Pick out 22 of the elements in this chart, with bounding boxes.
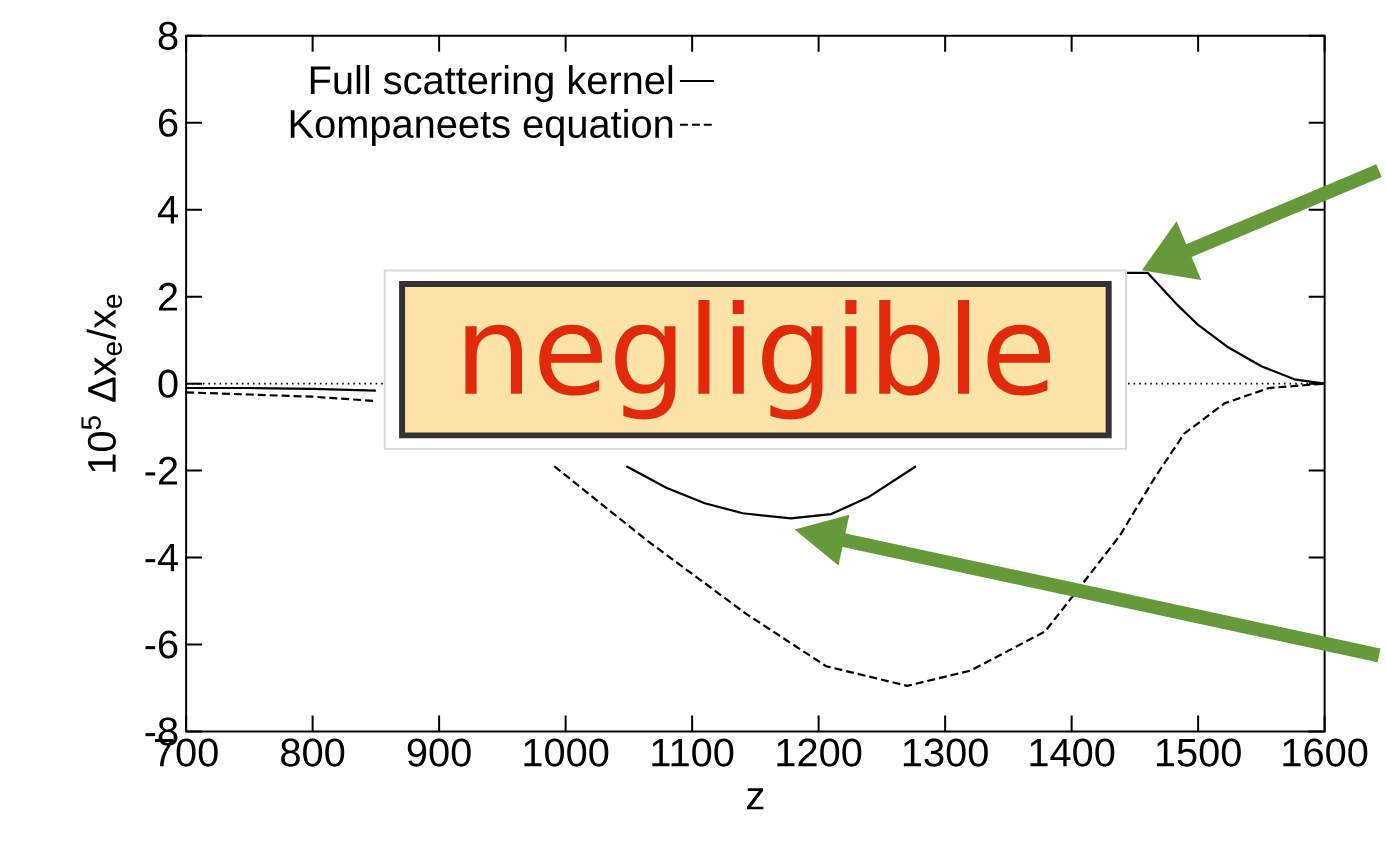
x-tick-label: 1500 xyxy=(1156,738,1241,767)
x-tick-label: 1000 xyxy=(524,738,609,767)
y-axis-title: 10$^{5}$ Δx$_{e}$/x$_{e}$ xyxy=(81,294,123,472)
x-tick-label: 1100 xyxy=(652,738,734,767)
y-tick-label: 6 xyxy=(158,108,178,137)
x-tick-label: 1400 xyxy=(1030,738,1115,767)
y-tick-label: 0 xyxy=(158,369,178,398)
legend-label: Kompaneets equation xyxy=(290,108,673,147)
x-tick-label: 800 xyxy=(281,738,345,767)
x-axis-title: z xyxy=(747,788,764,810)
x-tick-label: 900 xyxy=(407,738,471,767)
x-tick-label: 1300 xyxy=(903,738,988,767)
x-tick-label: 1200 xyxy=(777,738,862,767)
x-tick-label: 1600 xyxy=(1283,738,1368,767)
legend-label: Full scattering kernel xyxy=(310,65,673,103)
y-tick-label: -6 xyxy=(145,630,178,659)
y-tick-label: 8 xyxy=(158,21,178,50)
y-tick-label: -2 xyxy=(145,456,178,485)
y-tick-label: 4 xyxy=(157,196,178,224)
y-tick-label: 2 xyxy=(158,282,178,311)
annotation: negligible xyxy=(465,300,1051,420)
y-tick-label: -4 xyxy=(145,543,178,572)
